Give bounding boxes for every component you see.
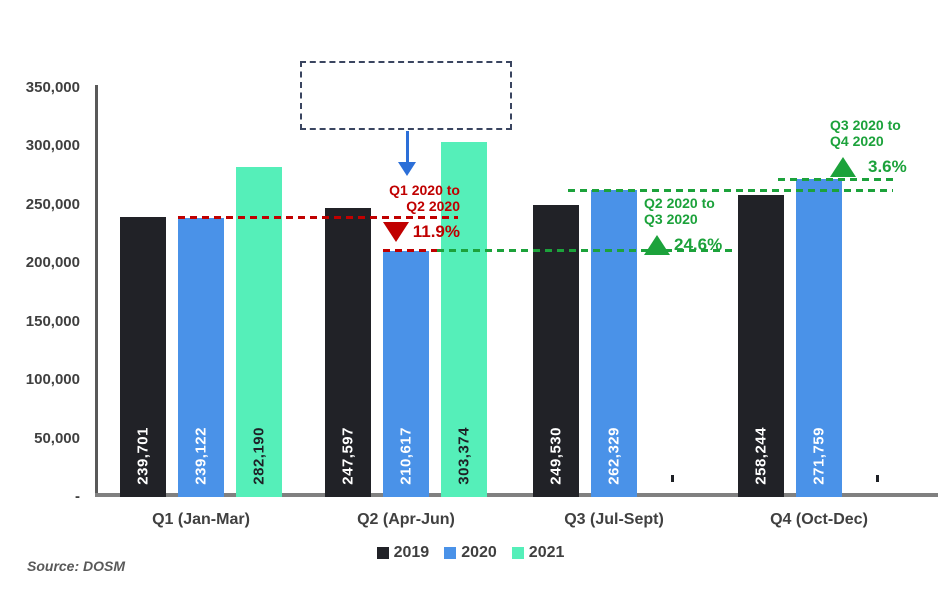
legend-item-2021: 2021 xyxy=(511,544,565,562)
reference-line xyxy=(178,216,458,220)
y-tick-label: 350,000 xyxy=(25,79,80,96)
missing-value-mark xyxy=(670,475,674,482)
bar-2020-q2: 210,617 xyxy=(383,250,429,497)
bar-value-label: 271,759 xyxy=(810,427,828,485)
bar-value-label: 239,122 xyxy=(192,427,210,485)
legend-swatch xyxy=(444,547,457,559)
y-tick-label: 100,000 xyxy=(25,371,80,389)
reference-line xyxy=(383,249,437,253)
legend-swatch xyxy=(376,547,389,559)
y-tick-label: 200,000 xyxy=(25,254,80,272)
y-tick-label: 300,000 xyxy=(25,137,80,155)
bar-value-label: 262,329 xyxy=(605,427,623,485)
bar-value-label: 249,530 xyxy=(547,427,565,485)
triangle-up-icon xyxy=(830,157,856,177)
bar-value-label: 282,190 xyxy=(250,427,268,485)
callout-box xyxy=(300,61,512,130)
annotation-change-row: 3.6% xyxy=(830,157,940,177)
bar-2019-q2: 247,597 xyxy=(325,207,371,497)
bar-2019-q1: 239,701 xyxy=(120,216,166,497)
bar-2019-q4: 258,244 xyxy=(738,195,784,497)
bar-2020-q4: 271,759 xyxy=(796,179,842,497)
missing-value-mark xyxy=(875,475,879,482)
annotation-change-row: 11.9% xyxy=(350,222,460,242)
triangle-down-icon xyxy=(382,222,409,242)
annotation-q3-to-q4: Q3 2020 to Q4 2020 3.6% xyxy=(830,117,940,177)
annotation-percentage: 3.6% xyxy=(868,157,907,176)
bar-2019-q3: 249,530 xyxy=(533,205,579,497)
bar-value-label: 210,617 xyxy=(397,427,415,485)
x-axis-label: Q3 (Jul-Sept) xyxy=(564,511,664,528)
bar-value-label: 303,374 xyxy=(455,427,473,485)
y-axis-line xyxy=(95,85,98,497)
bar-value-label: 247,597 xyxy=(339,427,357,485)
y-tick-label: 250,000 xyxy=(25,195,80,213)
legend-swatch xyxy=(511,547,524,559)
x-axis-label: Q4 (Oct-Dec) xyxy=(770,511,868,528)
annotation-line1: Q1 2020 to xyxy=(389,182,460,198)
legend-label: 2020 xyxy=(461,544,497,561)
source-note: Source: DOSM xyxy=(27,558,126,574)
callout-arrow-line xyxy=(406,131,409,164)
annotation-line1: Q3 2020 to xyxy=(830,117,901,133)
annotation-line2: Q2 2020 xyxy=(406,198,460,214)
annotation-line2: Q3 2020 xyxy=(644,211,698,227)
legend-label: 2019 xyxy=(393,544,430,561)
triangle-up-icon xyxy=(644,235,670,255)
bar-2021-q2: 303,374 xyxy=(441,142,487,497)
annotation-line2: Q4 2020 xyxy=(830,133,884,149)
annotation-percentage: 11.9% xyxy=(412,222,460,241)
legend: 2019 2020 2021 xyxy=(0,544,941,562)
bar-2020-q1: 239,122 xyxy=(178,217,224,497)
annotation-change-row: 24.6% xyxy=(644,235,754,255)
y-tick-label: 50,000 xyxy=(34,429,80,447)
x-axis-line xyxy=(95,493,938,497)
legend-label: 2021 xyxy=(528,544,565,561)
x-axis-label: Q1 (Jan-Mar) xyxy=(152,511,250,528)
annotation-percentage: 24.6% xyxy=(674,235,723,254)
y-tick-label: - xyxy=(75,488,80,505)
bar-2020-q3: 262,329 xyxy=(591,190,637,497)
annotation-q2-to-q3: Q2 2020 to Q3 2020 24.6% xyxy=(644,195,754,255)
reference-line xyxy=(437,249,737,253)
x-axis-label: Q2 (Apr-Jun) xyxy=(357,511,455,528)
annotation-q1-to-q2: Q1 2020 to Q2 2020 11.9% xyxy=(350,182,460,242)
reference-line xyxy=(568,188,893,192)
legend-item-2020: 2020 xyxy=(444,544,497,562)
annotation-line1: Q2 2020 to xyxy=(644,195,715,211)
bar-value-label: 258,244 xyxy=(752,427,770,485)
legend-item-2019: 2019 xyxy=(376,544,430,562)
y-tick-label: 150,000 xyxy=(25,312,80,330)
arrow-down-icon xyxy=(398,162,416,176)
reference-line xyxy=(778,177,893,181)
bar-2021-q1: 282,190 xyxy=(236,167,282,497)
bar-value-label: 239,701 xyxy=(134,427,152,485)
